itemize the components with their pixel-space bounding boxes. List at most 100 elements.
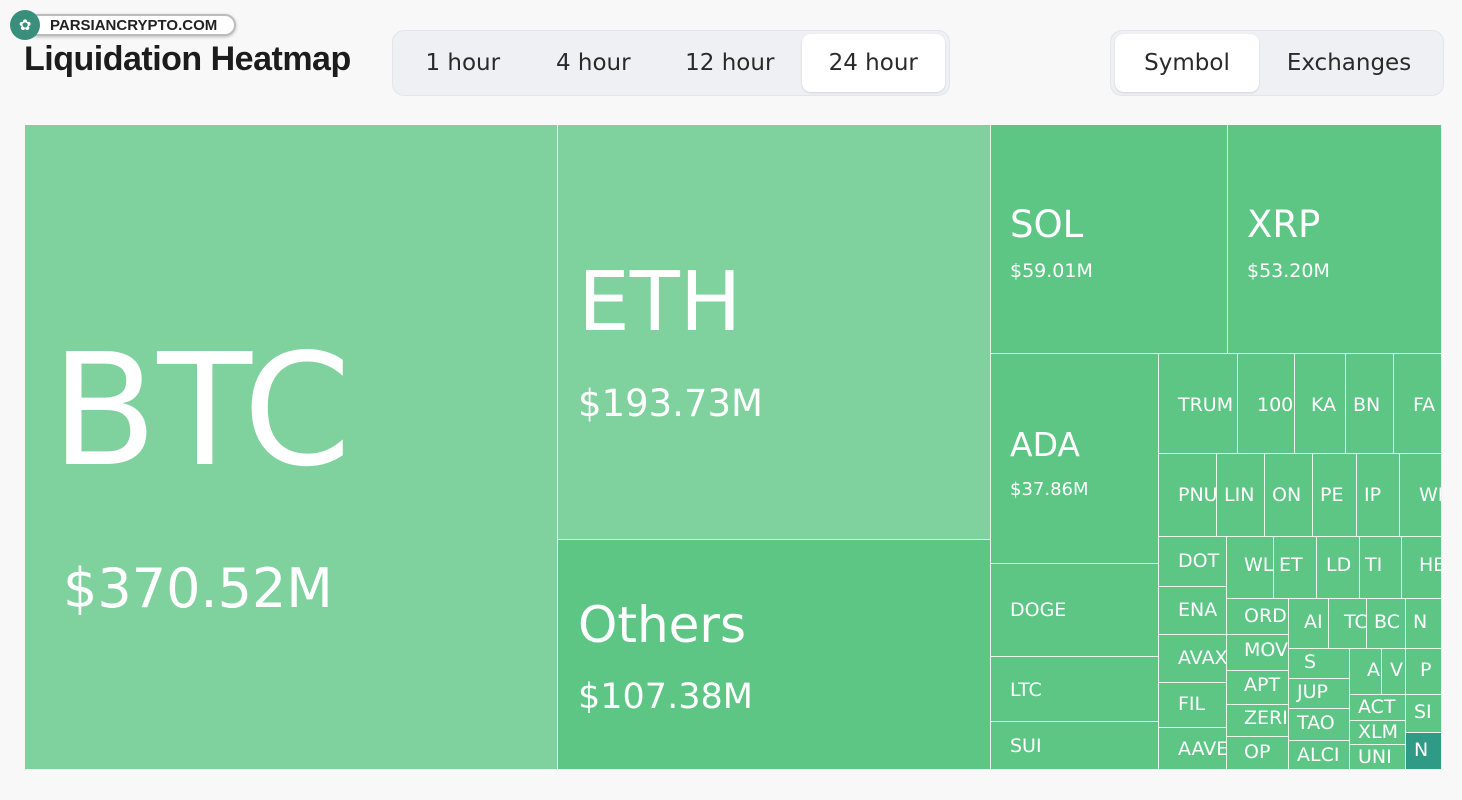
cell-symbol: A	[1367, 659, 1380, 681]
cell-symbol: WL	[1244, 554, 1274, 576]
cell-symbol: MOV	[1244, 639, 1289, 661]
cell-s[interactable]: S	[1289, 649, 1350, 679]
cell-ld[interactable]: LD	[1317, 537, 1360, 599]
cell-et[interactable]: ET	[1274, 537, 1317, 599]
cell-symbol: ACT	[1358, 696, 1396, 718]
cell-n-teal[interactable]: N	[1406, 733, 1442, 770]
cell-xrp[interactable]: XRP $53.20M	[1228, 125, 1442, 354]
cell-trum[interactable]: TRUM	[1159, 354, 1238, 454]
cell-aave[interactable]: AAVE	[1159, 728, 1227, 770]
cell-bn[interactable]: BN	[1346, 354, 1394, 454]
cell-ka[interactable]: KA	[1295, 354, 1346, 454]
cell-p[interactable]: P	[1406, 649, 1442, 695]
cell-ena[interactable]: ENA	[1159, 587, 1227, 635]
cell-symbol: LIN	[1224, 484, 1255, 506]
cell-symbol: XRP	[1247, 203, 1321, 246]
tab-4-hour[interactable]: 4 hour	[555, 50, 631, 76]
cell-v[interactable]: V	[1382, 649, 1406, 695]
cell-symbol: OP	[1244, 741, 1271, 763]
cell-wi[interactable]: WI	[1400, 454, 1442, 537]
cell-symbol: BC	[1374, 611, 1400, 633]
cell-symbol: BTC	[51, 320, 352, 501]
cell-symbol: TC	[1344, 611, 1367, 633]
cell-symbol: XLM	[1358, 721, 1398, 743]
cell-si[interactable]: SI	[1406, 695, 1442, 733]
cell-uni[interactable]: UNI	[1350, 745, 1406, 770]
cell-symbol: TI	[1365, 554, 1383, 576]
cell-symbol: P	[1420, 659, 1432, 681]
cell-symbol: UNI	[1358, 746, 1392, 768]
cell-mov[interactable]: MOV	[1227, 635, 1289, 671]
cell-on[interactable]: ON	[1265, 454, 1313, 537]
cell-symbol: Others	[578, 596, 747, 654]
cell-jup[interactable]: JUP	[1289, 679, 1350, 709]
cell-bc[interactable]: BC	[1367, 599, 1406, 649]
cell-ltc[interactable]: LTC	[991, 657, 1159, 722]
cell-lin[interactable]: LIN	[1217, 454, 1265, 537]
cell-ord[interactable]: ORD	[1227, 599, 1289, 635]
cell-op[interactable]: OP	[1227, 737, 1289, 770]
cell-symbol: TAO	[1297, 712, 1335, 734]
tab-symbol[interactable]: Symbol	[1115, 34, 1259, 92]
cell-symbol: FA	[1413, 394, 1436, 416]
cell-fil[interactable]: FIL	[1159, 683, 1227, 728]
cell-fa[interactable]: FA	[1394, 354, 1442, 454]
cell-symbol: SOL	[1010, 203, 1084, 246]
cell-n[interactable]: N	[1406, 599, 1442, 649]
cell-alci[interactable]: ALCI	[1289, 741, 1350, 770]
cell-symbol: FIL	[1178, 693, 1206, 715]
tab-1-hour[interactable]: 1 hour	[425, 50, 501, 76]
cell-a[interactable]: A	[1350, 649, 1382, 695]
cell-symbol: V	[1390, 659, 1403, 681]
watermark: ✿ PARSIANCRYPTO.COM	[10, 8, 238, 42]
cell-avax[interactable]: AVAX	[1159, 635, 1227, 683]
cell-sui[interactable]: SUI	[991, 722, 1159, 770]
cell-tc[interactable]: TC	[1329, 599, 1367, 649]
cell-symbol: DOT	[1178, 550, 1220, 572]
cell-ti[interactable]: TI	[1360, 537, 1402, 599]
cell-symbol: S	[1304, 651, 1317, 673]
tab-12-hour[interactable]: 12 hour	[685, 50, 775, 76]
cell-tao[interactable]: TAO	[1289, 709, 1350, 741]
cell-ai[interactable]: AI	[1289, 599, 1329, 649]
cell-symbol: ETH	[578, 255, 742, 350]
cell-dot[interactable]: DOT	[1159, 537, 1227, 587]
view-tabs: Symbol Exchanges	[1110, 30, 1444, 96]
cell-he[interactable]: HE	[1402, 537, 1442, 599]
cell-symbol: AVAX	[1178, 647, 1227, 669]
cell-wl[interactable]: WL	[1227, 537, 1274, 599]
cell-pnu[interactable]: PNU	[1159, 454, 1217, 537]
cell-value: $370.52M	[63, 557, 333, 620]
cell-eth[interactable]: ETH $193.73M	[558, 125, 991, 540]
liquidation-treemap: BTC $370.52M ETH $193.73M Others $107.38…	[25, 125, 1442, 770]
cell-ip[interactable]: IP	[1357, 454, 1400, 537]
cell-pe[interactable]: PE	[1313, 454, 1357, 537]
cell-value: $53.20M	[1247, 260, 1330, 282]
cell-symbol: ON	[1272, 484, 1302, 506]
cell-zeri[interactable]: ZERI	[1227, 705, 1289, 737]
cell-symbol: PE	[1320, 484, 1344, 506]
cell-symbol: ADA	[1010, 425, 1080, 464]
cell-value: $193.73M	[578, 382, 763, 425]
cell-doge[interactable]: DOGE	[991, 564, 1159, 657]
cell-1000[interactable]: 100(	[1238, 354, 1295, 454]
cell-others[interactable]: Others $107.38M	[558, 540, 991, 770]
cell-symbol: N	[1414, 739, 1429, 761]
cell-act[interactable]: ACT	[1350, 695, 1406, 721]
tab-exchanges[interactable]: Exchanges	[1286, 50, 1412, 76]
cell-symbol: ORD	[1244, 605, 1287, 627]
cell-symbol: SI	[1414, 701, 1432, 723]
cell-apt[interactable]: APT	[1227, 671, 1289, 705]
cell-symbol: ENA	[1178, 599, 1218, 621]
cell-symbol: 100(	[1257, 394, 1294, 416]
cell-xlm[interactable]: XLM	[1350, 721, 1406, 745]
page-title: Liquidation Heatmap	[24, 40, 351, 78]
cell-symbol: LD	[1326, 554, 1352, 576]
cell-symbol: BN	[1353, 394, 1381, 416]
cell-symbol: KA	[1311, 394, 1337, 416]
cell-sol[interactable]: SOL $59.01M	[991, 125, 1228, 354]
tab-24-hour[interactable]: 24 hour	[801, 34, 945, 92]
cell-ada[interactable]: ADA $37.86M	[991, 354, 1159, 564]
cell-value: $59.01M	[1010, 260, 1093, 282]
cell-btc[interactable]: BTC $370.52M	[25, 125, 558, 770]
